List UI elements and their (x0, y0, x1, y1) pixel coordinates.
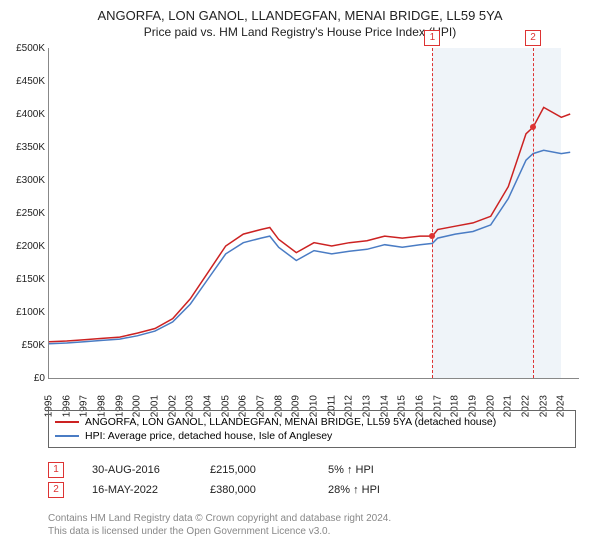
event-date-2: 16-MAY-2022 (92, 484, 182, 496)
event-vline (432, 48, 433, 378)
legend-swatch-hpi (55, 435, 79, 437)
footer-line-2: This data is licensed under the Open Gov… (48, 525, 391, 538)
event-marker-label: 1 (424, 30, 440, 46)
event-price-1: £215,000 (210, 464, 300, 476)
legend: ANGORFA, LON GANOL, LLANDEGFAN, MENAI BR… (48, 410, 576, 448)
legend-swatch-property (55, 421, 79, 423)
event-row-1: 1 30-AUG-2016 £215,000 5% ↑ HPI (48, 460, 380, 480)
line-layer (49, 48, 579, 378)
y-tick-label: £50K (1, 340, 45, 351)
event-pct-2: 28% ↑ HPI (328, 484, 380, 496)
y-tick-label: £500K (1, 43, 45, 54)
event-pct-1: 5% ↑ HPI (328, 464, 374, 476)
event-index-1: 1 (48, 462, 64, 478)
series-line-hpi (49, 150, 570, 343)
y-tick-label: £150K (1, 274, 45, 285)
y-tick-label: £0 (1, 373, 45, 384)
legend-item-hpi: HPI: Average price, detached house, Isle… (55, 429, 569, 443)
legend-label-property: ANGORFA, LON GANOL, LLANDEGFAN, MENAI BR… (85, 416, 496, 428)
footer-text: Contains HM Land Registry data © Crown c… (48, 512, 391, 538)
chart-container: ANGORFA, LON GANOL, LLANDEGFAN, MENAI BR… (0, 0, 600, 560)
y-tick-label: £100K (1, 307, 45, 318)
event-date-1: 30-AUG-2016 (92, 464, 182, 476)
y-tick-label: £400K (1, 109, 45, 120)
event-marker-label: 2 (525, 30, 541, 46)
y-tick-label: £300K (1, 175, 45, 186)
y-tick-label: £450K (1, 76, 45, 87)
event-dot (429, 233, 435, 239)
event-dot (530, 124, 536, 130)
legend-label-hpi: HPI: Average price, detached house, Isle… (85, 430, 332, 442)
event-row-2: 2 16-MAY-2022 £380,000 28% ↑ HPI (48, 480, 380, 500)
event-vline (533, 48, 534, 378)
event-table: 1 30-AUG-2016 £215,000 5% ↑ HPI 2 16-MAY… (48, 460, 380, 500)
legend-item-property: ANGORFA, LON GANOL, LLANDEGFAN, MENAI BR… (55, 415, 569, 429)
event-price-2: £380,000 (210, 484, 300, 496)
chart-title: ANGORFA, LON GANOL, LLANDEGFAN, MENAI BR… (0, 0, 600, 23)
plot-area: £0£50K£100K£150K£200K£250K£300K£350K£400… (48, 48, 579, 379)
y-tick-label: £250K (1, 208, 45, 219)
y-tick-label: £200K (1, 241, 45, 252)
y-tick-label: £350K (1, 142, 45, 153)
event-index-2: 2 (48, 482, 64, 498)
footer-line-1: Contains HM Land Registry data © Crown c… (48, 512, 391, 525)
series-line-property (49, 107, 570, 341)
chart-subtitle: Price paid vs. HM Land Registry's House … (0, 23, 600, 39)
up-arrow-icon: ↑ (353, 484, 359, 496)
up-arrow-icon: ↑ (347, 464, 353, 476)
